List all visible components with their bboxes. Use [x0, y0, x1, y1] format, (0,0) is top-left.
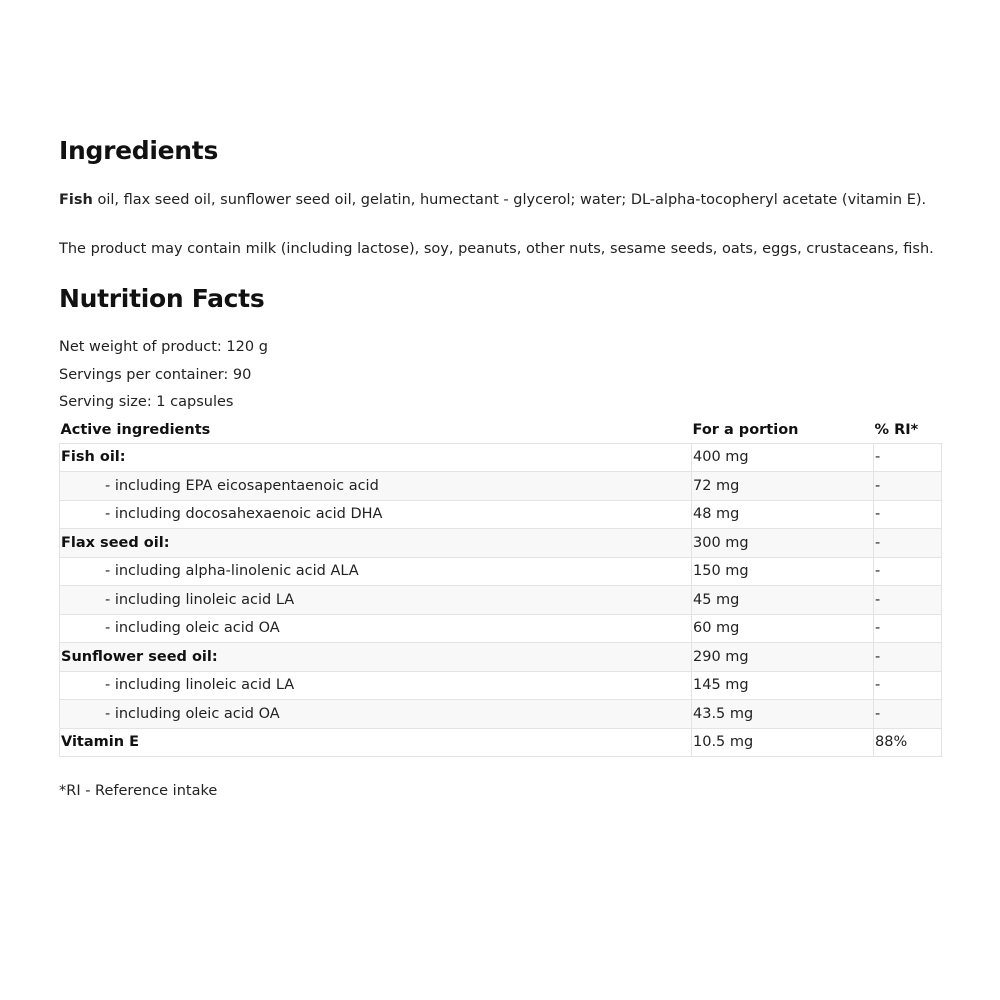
ingredient-name: - including oleic acid OA — [59, 613, 692, 643]
ingredient-name: Vitamin E — [59, 727, 692, 757]
table-row: - including EPA eicosapentaenoic acid 72 … — [59, 471, 942, 501]
ingredient-name: - including EPA eicosapentaenoic acid — [59, 471, 692, 501]
ri-percent: - — [873, 642, 942, 672]
allergen-text: The product may contain milk (including … — [59, 241, 934, 257]
ingredient-name: - including linoleic acid LA — [59, 585, 692, 615]
portion-amount: 45 mg — [691, 585, 874, 615]
ri-percent: - — [873, 499, 942, 529]
table-row: Flax seed oil: 300 mg - — [59, 528, 942, 558]
portion-amount: 60 mg — [691, 613, 874, 643]
content: Ingredients Fish oil, flax seed oil, sun… — [59, 132, 942, 799]
ingredient-name: Sunflower seed oil: — [59, 642, 692, 672]
portion-amount: 300 mg — [691, 528, 874, 558]
portion-amount: 150 mg — [691, 556, 874, 586]
ingredient-name: Fish oil: — [59, 442, 692, 472]
ri-percent: - — [873, 556, 942, 586]
header-ri: % RI* — [874, 421, 919, 438]
portion-amount: 290 mg — [691, 642, 874, 672]
net-weight: Net weight of product: 120 g — [59, 339, 268, 355]
ingredients-first-word: Fish — [59, 192, 93, 208]
ingredients-text: Fish oil, flax seed oil, sunflower seed … — [59, 186, 942, 214]
ingredient-name: Flax seed oil: — [59, 528, 692, 558]
table-row: - including linoleic acid LA 45 mg - — [59, 585, 942, 615]
portion-amount: 72 mg — [691, 471, 874, 501]
table-row: - including linoleic acid LA 145 mg - — [59, 670, 942, 700]
serving-size: Serving size: 1 capsules — [59, 394, 234, 410]
portion-amount: 10.5 mg — [691, 727, 874, 757]
portion-amount: 400 mg — [691, 442, 874, 472]
ingredient-name: - including docosahexaenoic acid DHA — [59, 499, 692, 529]
ingredient-name: - including oleic acid OA — [59, 699, 692, 729]
table-row: Vitamin E 10.5 mg 88% — [59, 727, 942, 757]
ri-percent: - — [873, 471, 942, 501]
footnote: *RI - Reference intake — [59, 783, 218, 799]
ingredients-heading: Ingredients — [59, 136, 219, 165]
table-row: Sunflower seed oil: 290 mg - — [59, 642, 942, 672]
nutrition-meta: Net weight of product: 120 g Servings pe… — [59, 334, 942, 417]
table-row: - including docosahexaenoic acid DHA 48 m… — [59, 499, 942, 529]
nutrition-heading: Nutrition Facts — [59, 284, 265, 313]
ri-percent: 88% — [873, 727, 942, 757]
ri-percent: - — [873, 613, 942, 643]
ingredients-rest: oil, flax seed oil, sunflower seed oil, … — [92, 192, 927, 208]
ri-percent: - — [873, 528, 942, 558]
table-row: - including alpha-linolenic acid ALA 150 … — [59, 556, 942, 586]
nutrition-table: Active ingredients For a portion % RI* F… — [59, 417, 942, 758]
portion-amount: 48 mg — [691, 499, 874, 529]
servings-per-container: Servings per container: 90 — [59, 366, 252, 383]
header-active-ingredients: Active ingredients — [60, 421, 211, 438]
table-row: - including oleic acid OA 60 mg - — [59, 613, 942, 643]
ri-percent: - — [873, 442, 942, 472]
portion-amount: 145 mg — [691, 670, 874, 700]
ingredient-name: - including linoleic acid LA — [59, 670, 692, 700]
ri-percent: - — [873, 699, 942, 729]
ingredient-name: - including alpha-linolenic acid ALA — [59, 556, 692, 586]
portion-amount: 43.5 mg — [691, 699, 874, 729]
ri-percent: - — [873, 585, 942, 615]
table-row: - including oleic acid OA 43.5 mg - — [59, 699, 942, 729]
header-for-a-portion: For a portion — [692, 421, 799, 438]
ri-percent: - — [873, 670, 942, 700]
table-row: Fish oil: 400 mg - — [59, 442, 942, 472]
table-header-row: Active ingredients For a portion % RI* — [60, 417, 942, 444]
